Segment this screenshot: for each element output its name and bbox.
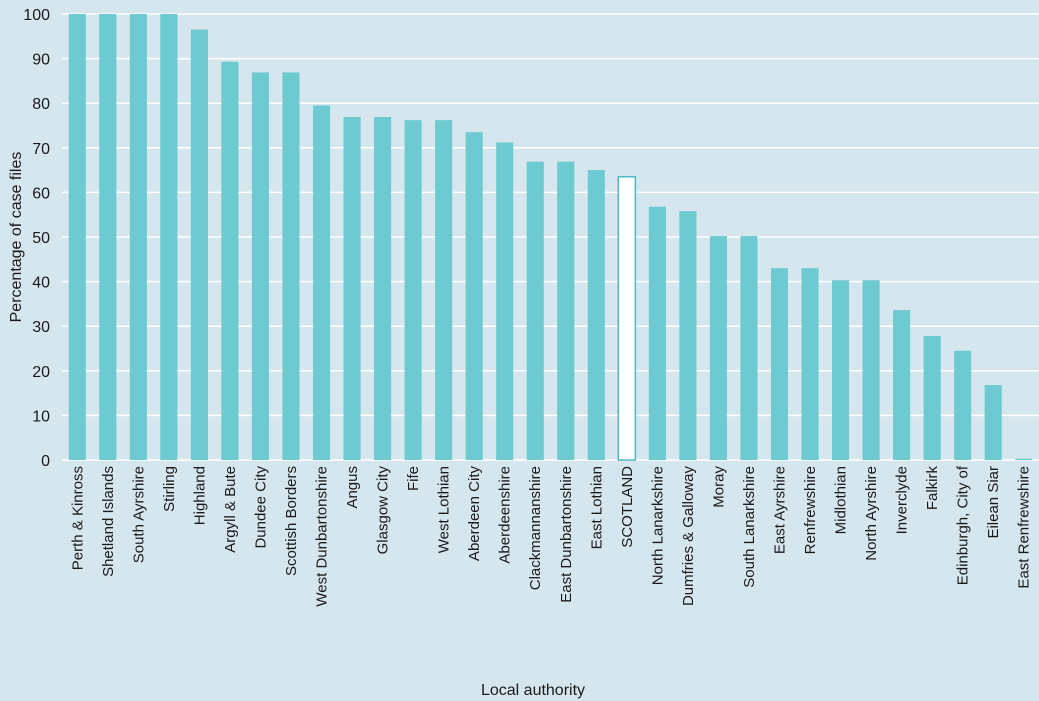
y-tick-label: 30 xyxy=(32,319,50,336)
x-tick-label: Scottish Borders xyxy=(283,466,300,576)
x-tick-label: Edinburgh, City of xyxy=(955,465,972,585)
bar xyxy=(740,236,758,460)
bar xyxy=(954,350,972,460)
bar xyxy=(68,14,86,460)
bar xyxy=(770,268,789,460)
bar xyxy=(526,161,544,460)
bar xyxy=(404,120,422,460)
x-axis-categories: Perth & Kinross Shetland Islands South Ayr… xyxy=(69,465,1032,606)
x-tick-label: Dundee City xyxy=(252,466,269,549)
bar xyxy=(312,105,331,461)
bar xyxy=(282,72,300,461)
x-tick-label: Aberdeenshire xyxy=(497,466,514,564)
x-tick-label: East Renfrewshire xyxy=(1016,466,1033,589)
x-tick-label: Midlothian xyxy=(833,466,850,534)
x-tick-label: West Lothian xyxy=(436,466,453,553)
bar xyxy=(709,236,727,460)
x-tick-label: Aberdeen City xyxy=(466,466,483,562)
x-tick-label: North Ayrshire xyxy=(863,466,880,561)
x-tick-label: Shetland Islands xyxy=(100,466,117,577)
y-tick-label: 60 xyxy=(32,185,50,202)
bar xyxy=(831,280,850,460)
x-tick-label: Angus xyxy=(344,466,361,509)
y-axis-ticks: 0 10 20 30 40 50 60 70 80 90 100 xyxy=(23,7,50,470)
x-tick-label: North Lanarkshire xyxy=(649,466,666,585)
x-tick-label: Renfrewshire xyxy=(802,466,819,554)
bar xyxy=(435,120,453,460)
bar xyxy=(923,336,941,460)
y-tick-label: 10 xyxy=(32,408,50,425)
x-tick-label: South Ayrshire xyxy=(130,466,147,563)
bar xyxy=(1015,458,1033,460)
bar xyxy=(374,117,392,460)
bar xyxy=(984,385,1002,460)
x-tick-label: Dumfries & Galloway xyxy=(680,466,697,607)
bar xyxy=(617,176,637,461)
bar xyxy=(862,280,880,460)
x-tick-label: Moray xyxy=(710,466,727,508)
bar xyxy=(190,29,208,461)
x-tick-label: Highland xyxy=(191,466,208,525)
bar xyxy=(221,61,239,461)
bar xyxy=(465,132,483,460)
x-tick-label: West Dunbartonshire xyxy=(314,466,331,607)
y-tick-label: 100 xyxy=(23,7,50,24)
x-tick-label: Stirling xyxy=(161,466,178,512)
x-tick-label: Falkirk xyxy=(924,466,941,511)
gridlines xyxy=(62,13,1039,461)
y-tick-label: 0 xyxy=(41,453,50,470)
y-axis-label: Percentage of case files xyxy=(8,152,25,323)
x-tick-label: Fife xyxy=(405,466,422,491)
x-tick-label: SCOTLAND xyxy=(619,466,636,548)
bar xyxy=(557,161,575,460)
x-tick-label: East Ayrshire xyxy=(771,466,788,554)
bar xyxy=(99,14,117,460)
x-tick-label: East Lothian xyxy=(588,466,605,549)
bar xyxy=(251,72,270,461)
x-tick-label: Glasgow City xyxy=(375,466,392,555)
bar xyxy=(343,117,361,460)
x-tick-label: Eilean Siar xyxy=(985,466,1002,539)
bar xyxy=(893,310,911,460)
y-tick-label: 70 xyxy=(32,141,50,158)
x-tick-label: South Lanarkshire xyxy=(741,466,758,588)
bar xyxy=(679,211,697,460)
bars xyxy=(68,14,1033,461)
x-tick-label: Inverclyde xyxy=(894,466,911,534)
x-tick-label: Perth & Kinross xyxy=(69,466,86,570)
bar xyxy=(129,14,147,460)
y-tick-label: 90 xyxy=(32,52,50,69)
bar xyxy=(801,268,819,460)
y-tick-label: 50 xyxy=(32,230,50,247)
y-tick-label: 20 xyxy=(32,364,50,381)
bar xyxy=(587,170,605,460)
y-tick-label: 40 xyxy=(32,275,50,292)
bar xyxy=(160,14,178,460)
y-tick-label: 80 xyxy=(32,96,50,113)
x-axis-label: Local authority xyxy=(481,682,585,699)
x-tick-label: East Dunbartonshire xyxy=(558,466,575,603)
bar xyxy=(648,206,666,460)
bar xyxy=(496,142,514,460)
x-tick-label: Argyll & Bute xyxy=(222,466,239,553)
x-tick-label: Clackmannanshire xyxy=(527,466,544,590)
